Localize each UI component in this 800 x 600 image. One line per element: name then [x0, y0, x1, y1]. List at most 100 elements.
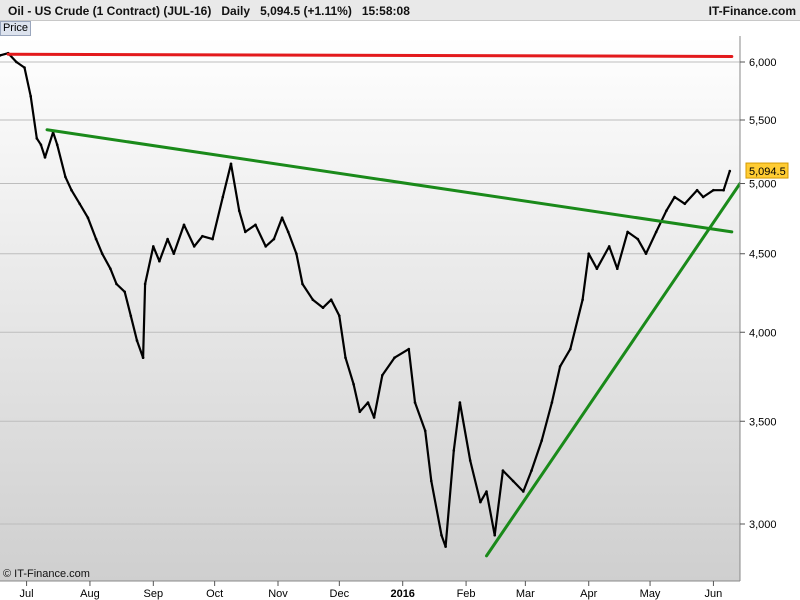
- y-tick-label: 4,000: [749, 327, 777, 339]
- price-point: [221, 195, 225, 199]
- price-point: [701, 195, 705, 199]
- price-point: [407, 347, 411, 351]
- price-point: [211, 237, 214, 241]
- x-tick-label: Sep: [144, 588, 164, 600]
- price-point: [94, 237, 98, 241]
- last-price-marker: 5,094.5: [745, 162, 789, 179]
- trendline: [45, 128, 734, 234]
- price-point: [280, 216, 284, 219]
- price-point: [338, 314, 341, 318]
- price-point: [372, 416, 376, 419]
- price-point: [607, 245, 611, 248]
- x-tick-label: Nov: [268, 588, 288, 600]
- last-change: 5,094.5 (+1.11%): [260, 4, 352, 18]
- price-point: [569, 347, 572, 351]
- price-point: [182, 223, 186, 227]
- price-point: [440, 533, 443, 537]
- header-time: 15:58:08: [361, 4, 410, 18]
- y-tick-label: 5,500: [749, 115, 777, 127]
- x-tick-label: Jun: [705, 588, 723, 600]
- price-point: [695, 188, 699, 192]
- price-point: [468, 459, 472, 462]
- x-axis-panel: [0, 581, 800, 600]
- trendline: [485, 182, 742, 558]
- price-point: [683, 202, 687, 206]
- price-point: [452, 449, 456, 452]
- price-point: [728, 169, 732, 173]
- x-tick-label: Aug: [80, 588, 100, 600]
- price-point: [493, 533, 497, 537]
- price-point: [237, 209, 241, 212]
- price-point: [458, 401, 462, 404]
- price-point: [430, 479, 433, 483]
- x-tick-label: Dec: [330, 588, 350, 600]
- x-tick-label: 2016: [390, 588, 414, 600]
- price-point: [143, 282, 147, 286]
- price-line: [0, 52, 731, 548]
- price-point: [587, 252, 590, 255]
- price-point: [654, 230, 658, 234]
- instrument-title: Oil - US Crude (1 Contract) (JUL-16): [8, 4, 212, 18]
- price-point: [244, 230, 247, 234]
- y-tick-label: 5,000: [749, 179, 777, 191]
- y-tick-label: 6,000: [749, 57, 777, 69]
- x-axis: Jul Aug Sep Oct Nov Dec 2016 Feb Mar Apr May Jun: [0, 580, 800, 600]
- price-point: [43, 156, 47, 159]
- x-tick-label: Mar: [516, 588, 535, 600]
- price-point: [501, 469, 505, 472]
- y-tick-label: 4,500: [749, 249, 777, 261]
- price-point: [29, 94, 32, 98]
- credit-label: © IT-Finance.com: [3, 568, 90, 580]
- price-point: [616, 267, 619, 271]
- price-point: [70, 188, 73, 192]
- price-point: [636, 237, 640, 241]
- price-point: [321, 306, 325, 310]
- price-point: [129, 314, 133, 318]
- price-point: [35, 137, 39, 140]
- price-point: [550, 401, 554, 404]
- price-point: [254, 223, 257, 227]
- price-point: [55, 143, 59, 146]
- price-point: [264, 245, 268, 248]
- price-point: [229, 162, 233, 166]
- y-axis-panel: [740, 36, 800, 581]
- price-point: [286, 230, 290, 234]
- price-point: [301, 282, 304, 286]
- price-point: [581, 298, 584, 302]
- price-point: [712, 188, 715, 192]
- x-tick-label: Oct: [206, 588, 223, 600]
- header-left: Oil - US Crude (1 Contract) (JUL-16) Dai…: [8, 4, 410, 18]
- y-tick-label: 3,500: [749, 416, 777, 428]
- last-price-badge: [745, 162, 789, 179]
- y-axis: 3,000 3,500 4,000 4,500 5,000 5,500 6,000: [739, 36, 800, 581]
- price-point: [511, 479, 515, 483]
- price-point: [644, 252, 648, 255]
- price-point: [152, 245, 155, 248]
- price-point: [626, 230, 629, 234]
- trendline: [6, 52, 734, 58]
- price-point: [311, 298, 315, 302]
- grid: [0, 61, 740, 525]
- price-point: [201, 234, 204, 238]
- price-point: [109, 267, 112, 271]
- price-tab[interactable]: Price: [0, 21, 31, 36]
- price-point: [0, 54, 2, 57]
- price-point: [413, 401, 417, 404]
- x-tick-label: May: [640, 588, 661, 600]
- price-point: [115, 282, 118, 286]
- price-point: [295, 252, 298, 255]
- brand-label: IT-Finance.com: [708, 4, 796, 18]
- x-tick-label: Jul: [20, 588, 34, 600]
- price-series: [0, 51, 732, 548]
- price-point: [329, 298, 333, 302]
- price-point: [423, 429, 427, 433]
- price-point: [722, 188, 725, 192]
- price-point: [522, 490, 525, 493]
- last-price-label: 5,094.5: [749, 166, 786, 178]
- price-point: [540, 439, 543, 442]
- price-point: [381, 374, 384, 377]
- price-point: [530, 469, 533, 472]
- price-point: [352, 382, 355, 386]
- price-point: [39, 143, 43, 146]
- price-point: [358, 410, 362, 414]
